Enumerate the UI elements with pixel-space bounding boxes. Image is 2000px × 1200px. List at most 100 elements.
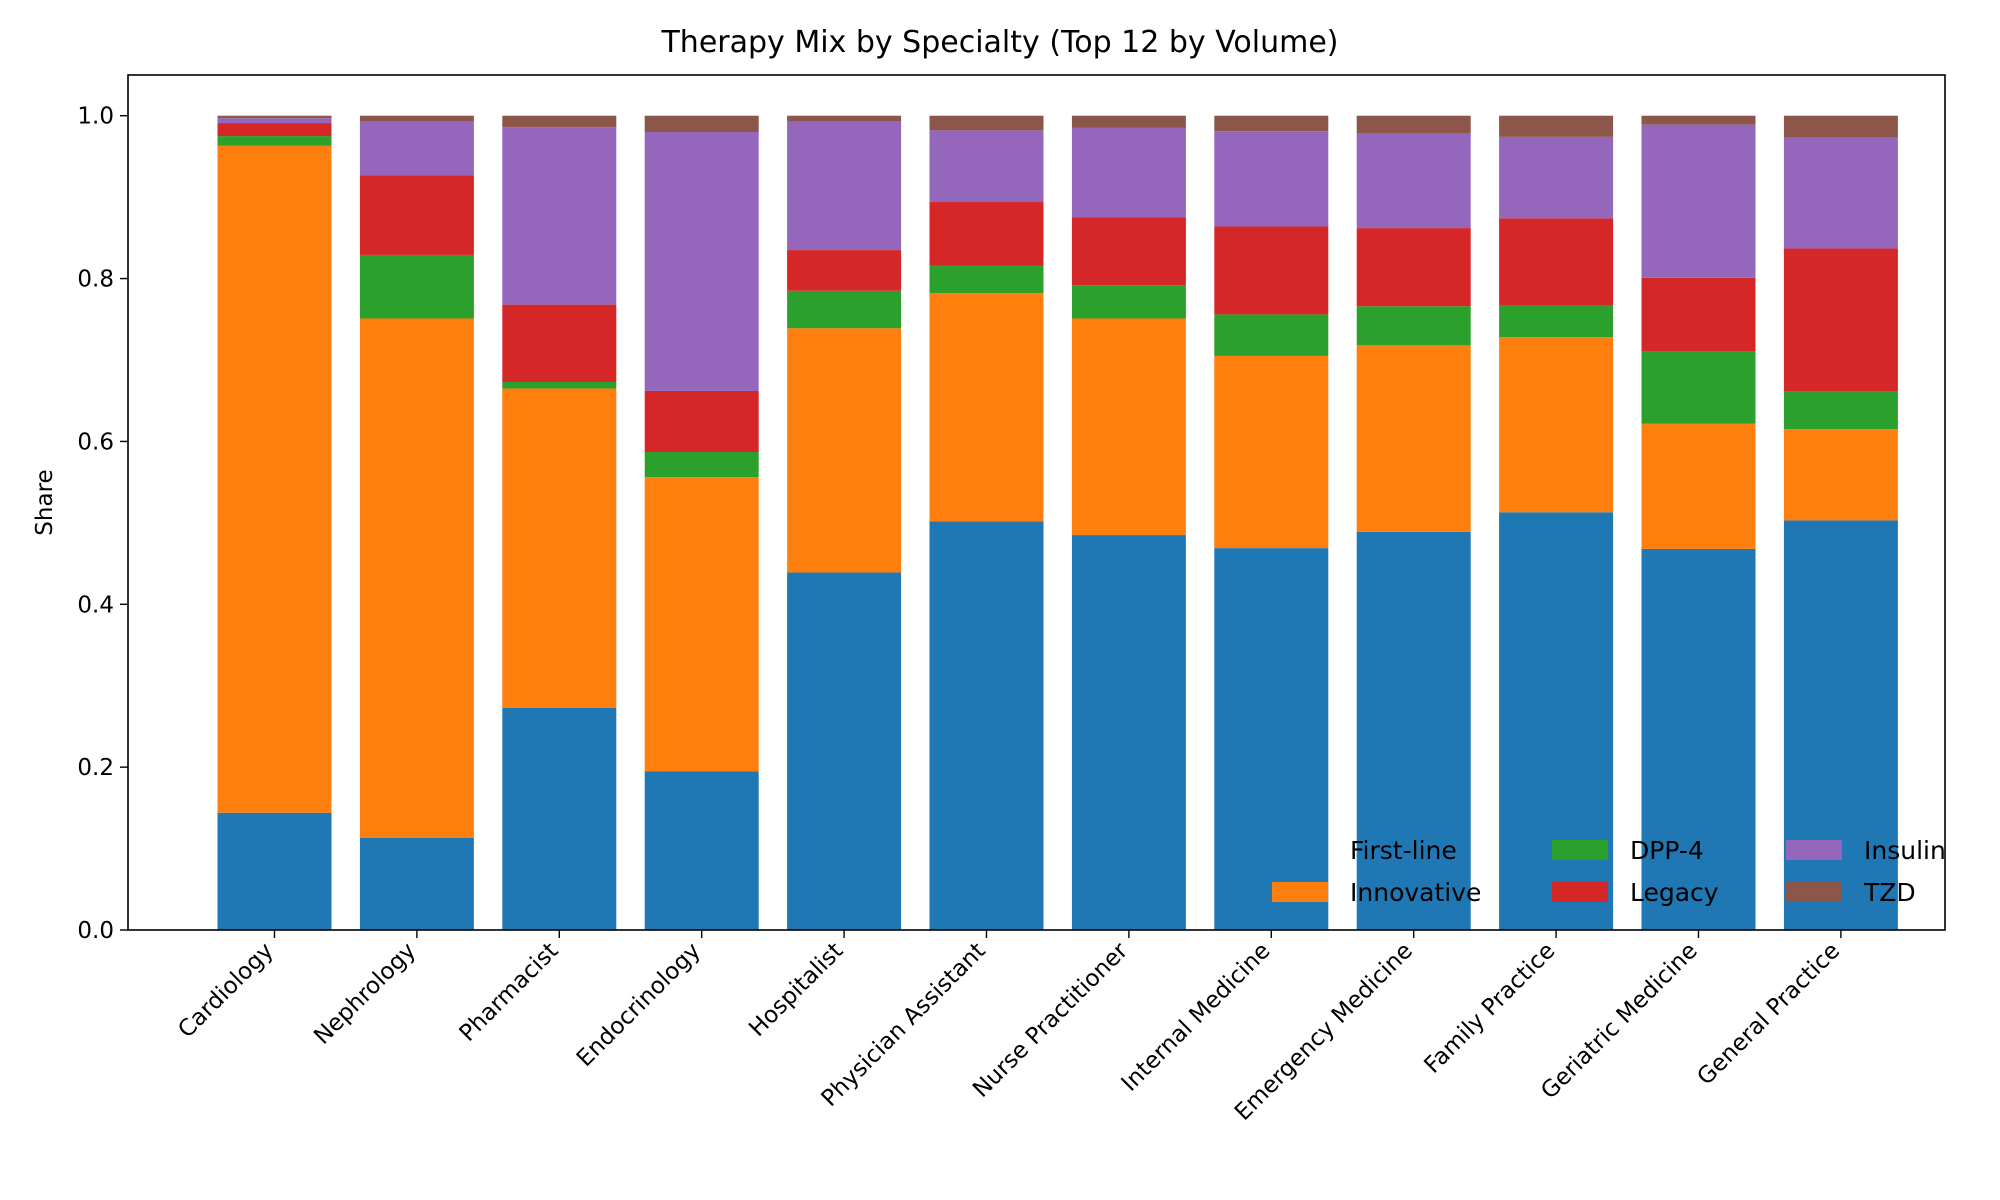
bar-segment-legacy-nephrology [359, 175, 474, 255]
legend-swatch-tzd [1786, 882, 1842, 902]
bar-segment-insulin-family-practice [1499, 136, 1614, 219]
x-tick-label: Hospitalist [744, 938, 848, 1042]
bar-segment-legacy-geriatric-medicine [1641, 277, 1756, 352]
bar-segment-dpp-4-nurse-practitioner [1071, 285, 1186, 319]
x-tick-label: Family Practice [1419, 938, 1560, 1079]
x-tick-label: Nurse Practitioner [968, 937, 1133, 1102]
bar-segment-first-line-emergency-medicine [1356, 531, 1471, 930]
bar-segment-tzd-nurse-practitioner [1071, 115, 1186, 128]
bar-segment-legacy-cardiology [217, 123, 332, 137]
legend-swatch-dpp-4 [1552, 840, 1608, 860]
bar-segment-tzd-emergency-medicine [1356, 115, 1471, 134]
legend-label-dpp-4: DPP-4 [1630, 836, 1704, 865]
bar-segment-dpp-4-pharmacist [502, 381, 617, 389]
bar-segment-legacy-pharmacist [502, 304, 617, 382]
bar-segment-tzd-general-practice [1783, 115, 1898, 138]
y-tick-label: 0.8 [77, 267, 114, 293]
bar-segment-dpp-4-endocrinology [644, 452, 759, 478]
legend-label-insulin: Insulin [1864, 836, 1946, 865]
bar-segment-first-line-geriatric-medicine [1641, 548, 1756, 930]
bar-segment-tzd-family-practice [1499, 115, 1614, 137]
bar-segment-insulin-internal-medicine [1214, 131, 1329, 227]
bar-segment-dpp-4-family-practice [1499, 305, 1614, 338]
bar-segment-tzd-hospitalist [787, 115, 902, 122]
legend-swatch-first-line [1272, 840, 1328, 860]
y-tick-label: 0.2 [77, 755, 114, 781]
bar-segment-legacy-internal-medicine [1214, 226, 1329, 315]
bar-segment-dpp-4-geriatric-medicine [1641, 351, 1756, 424]
bar-segment-dpp-4-physician-assistant [929, 265, 1044, 294]
bar-segment-tzd-cardiology [217, 115, 332, 119]
bar-segment-first-line-nurse-practitioner [1071, 535, 1186, 930]
bar-segment-insulin-pharmacist [502, 127, 617, 305]
bar-segment-dpp-4-internal-medicine [1214, 314, 1329, 356]
bar-segment-innovative-endocrinology [644, 477, 759, 772]
bar-segment-legacy-emergency-medicine [1356, 228, 1471, 307]
bar-segment-insulin-hospitalist [787, 121, 902, 251]
bar-segment-insulin-emergency-medicine [1356, 133, 1471, 229]
bar-segment-innovative-internal-medicine [1214, 355, 1329, 549]
bar-segment-first-line-general-practice [1783, 520, 1898, 930]
bar-segment-first-line-hospitalist [787, 572, 902, 930]
bar-segment-legacy-endocrinology [644, 390, 759, 453]
bar-segment-dpp-4-nephrology [359, 254, 474, 319]
legend-label-legacy: Legacy [1630, 878, 1719, 907]
legend-swatch-insulin [1786, 840, 1842, 860]
bar-segment-tzd-endocrinology [644, 115, 759, 132]
x-tick-label: General Practice [1693, 938, 1846, 1091]
bar-segment-innovative-emergency-medicine [1356, 345, 1471, 532]
bar-segment-legacy-hospitalist [787, 250, 902, 291]
bar-segment-first-line-nephrology [359, 837, 474, 930]
x-tick-label: Pharmacist [455, 938, 564, 1047]
y-axis-label: Share [32, 469, 58, 535]
legend: First-line Innovative DPP-4 Legacy Insulin TZ… [1272, 836, 1946, 907]
bar-segment-dpp-4-hospitalist [787, 290, 902, 329]
bar-segment-legacy-nurse-practitioner [1071, 217, 1186, 286]
plot-frame [127, 74, 1946, 931]
bar-segment-tzd-geriatric-medicine [1641, 115, 1756, 125]
y-tick-label: 0.6 [77, 429, 114, 455]
bar-segment-first-line-endocrinology [644, 771, 759, 930]
bar-segment-insulin-endocrinology [644, 132, 759, 391]
bars-group [217, 115, 1898, 930]
bar-segment-dpp-4-general-practice [1783, 391, 1898, 430]
y-tick-label: 0.4 [77, 592, 114, 618]
bar-segment-innovative-geriatric-medicine [1641, 423, 1756, 549]
legend-swatch-innovative [1272, 882, 1328, 902]
bar-segment-innovative-family-practice [1499, 337, 1614, 513]
bar-segment-insulin-cardiology [217, 118, 332, 124]
legend-label-tzd: TZD [1863, 878, 1916, 907]
bar-segment-dpp-4-emergency-medicine [1356, 306, 1471, 346]
bar-segment-tzd-nephrology [359, 115, 474, 122]
bar-segment-first-line-family-practice [1499, 512, 1614, 930]
bar-segment-first-line-pharmacist [502, 707, 617, 930]
bar-segment-innovative-physician-assistant [929, 293, 1044, 522]
bar-segment-first-line-internal-medicine [1214, 548, 1329, 930]
bar-segment-innovative-hospitalist [787, 328, 902, 573]
bar-segment-legacy-family-practice [1499, 218, 1614, 306]
x-tick-label: Geriatric Medicine [1536, 938, 1703, 1105]
legend-label-innovative: Innovative [1350, 878, 1481, 907]
bar-segment-innovative-cardiology [217, 145, 332, 813]
bar-segment-legacy-general-practice [1783, 248, 1898, 392]
x-tick-label: Cardiology [173, 938, 278, 1043]
bar-segment-first-line-cardiology [217, 812, 332, 930]
bar-segment-insulin-general-practice [1783, 137, 1898, 249]
bar-segment-legacy-physician-assistant [929, 202, 1044, 266]
y-tick-label: 1.0 [77, 104, 114, 130]
x-tick-label: Internal Medicine [1117, 938, 1276, 1097]
bar-segment-innovative-nephrology [359, 318, 474, 838]
legend-label-first-line: First-line [1350, 836, 1457, 865]
bar-segment-insulin-nephrology [359, 121, 474, 176]
bar-segment-tzd-pharmacist [502, 115, 617, 128]
y-tick-label: 0.0 [77, 918, 114, 944]
chart-title: Therapy Mix by Specialty (Top 12 by Volu… [660, 25, 1338, 60]
bar-segment-innovative-pharmacist [502, 388, 617, 708]
bar-segment-innovative-general-practice [1783, 429, 1898, 521]
x-tick-label: Physician Assistant [817, 938, 991, 1112]
bar-segment-innovative-nurse-practitioner [1071, 318, 1186, 536]
bar-segment-insulin-physician-assistant [929, 130, 1044, 203]
bar-segment-tzd-physician-assistant [929, 115, 1044, 131]
bar-segment-insulin-geriatric-medicine [1641, 124, 1756, 278]
